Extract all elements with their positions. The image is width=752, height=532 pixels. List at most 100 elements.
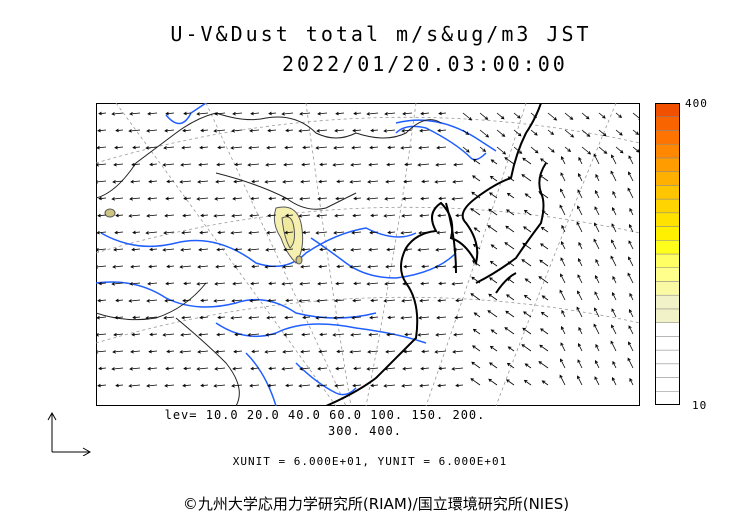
wind-arrow	[145, 316, 158, 320]
wind-arrow	[351, 145, 362, 150]
colorbar-segment	[655, 103, 680, 117]
wind-arrow	[523, 226, 532, 233]
wind-arrow	[333, 145, 345, 150]
wind-arrow	[197, 264, 209, 269]
wind-arrow	[351, 230, 362, 235]
wind-arrow	[299, 196, 311, 201]
wind-arrow	[98, 196, 107, 201]
wind-arrow	[165, 111, 175, 116]
wind-arrow	[180, 162, 192, 167]
wind-arrow	[317, 196, 328, 201]
wind-arrow	[402, 111, 413, 116]
wind-arrow	[213, 299, 226, 303]
wind-arrow	[268, 111, 277, 116]
wind-arrow	[264, 180, 277, 184]
map-frame	[96, 103, 640, 406]
wind-arrow	[470, 293, 481, 301]
wind-arrow	[234, 332, 243, 337]
wind-arrow	[593, 323, 600, 335]
wind-arrow	[180, 247, 192, 252]
wind-arrow	[179, 350, 192, 354]
wind-arrow	[216, 332, 226, 337]
wind-arrow	[97, 213, 107, 218]
wind-arrow	[247, 333, 260, 337]
wind-arrow	[299, 111, 311, 116]
wind-arrow	[96, 265, 107, 269]
wind-arrow	[230, 316, 243, 320]
colorbar-segment	[655, 226, 680, 241]
colorbar-min-label: 10	[692, 399, 708, 412]
wind-arrow	[628, 171, 634, 182]
wind-arrow	[576, 306, 583, 318]
wind-arrow	[384, 366, 396, 371]
colorbar-segment	[655, 130, 680, 145]
wind-arrow	[434, 180, 447, 184]
wind-arrow	[234, 247, 243, 252]
wind-arrow	[333, 230, 345, 235]
wind-arrow	[214, 196, 226, 201]
wind-arrow	[282, 349, 294, 354]
wind-arrow	[577, 205, 583, 216]
wind-arrow	[437, 128, 447, 133]
wind-arrow	[319, 247, 328, 252]
wind-arrow	[419, 213, 430, 218]
wind-arrow	[351, 315, 362, 320]
colorbar-segment	[655, 377, 680, 392]
wind-arrow	[559, 204, 566, 216]
wind-arrow	[301, 247, 311, 252]
wind-arrow	[302, 230, 311, 235]
wind-arrow	[367, 264, 379, 269]
wind-arrow	[281, 367, 294, 371]
wind-arrow	[578, 241, 583, 250]
wind-arrow	[370, 383, 379, 388]
wind-arrow	[181, 145, 192, 150]
wind-arrow	[96, 350, 107, 354]
wind-arrow	[538, 361, 549, 369]
colorbar-segment	[655, 143, 680, 159]
wind-arrow	[417, 163, 430, 167]
wind-arrow	[470, 208, 481, 216]
wind-arrow	[366, 282, 379, 286]
wind-arrow	[471, 276, 481, 284]
wind-arrow	[560, 156, 566, 165]
wind-arrow	[385, 264, 396, 269]
wind-arrow	[628, 309, 634, 318]
wind-arrow	[113, 247, 124, 252]
wind-arrow	[404, 162, 413, 167]
wind-arrow	[281, 197, 294, 201]
wind-arrow	[180, 332, 192, 337]
wind-arrow	[166, 349, 175, 354]
colorbar-max-label: 400	[685, 97, 708, 110]
wind-arrow	[386, 162, 396, 167]
wind-arrow	[183, 281, 192, 286]
wind-arrow	[266, 230, 277, 235]
wind-arrow	[115, 213, 124, 218]
wind-arrow	[316, 213, 328, 218]
wind-arrow	[369, 315, 379, 320]
colorbar-segment	[655, 240, 680, 255]
wind-arrow	[540, 226, 549, 233]
wind-arrow	[230, 231, 243, 235]
wind-arrow	[217, 145, 226, 150]
wind-arrow	[455, 213, 464, 218]
colorbar-segment	[655, 363, 680, 378]
wind-arrow	[488, 208, 498, 216]
wind-arrow	[264, 265, 277, 269]
wind-arrow	[490, 159, 498, 165]
wind-arrow	[147, 111, 158, 116]
wind-arrow	[213, 129, 226, 133]
wind-arrow	[111, 367, 124, 371]
wind-arrow	[231, 213, 243, 218]
wind-arrow	[488, 293, 498, 301]
wind-arrow	[196, 367, 209, 371]
wind-arrow	[506, 294, 515, 301]
wind-arrow	[453, 247, 464, 252]
wind-arrow	[611, 324, 617, 335]
vector-unit-label: XUNIT = 6.000E+01, YUNIT = 6.000E+01	[232, 455, 508, 468]
wind-arrow	[148, 264, 158, 269]
wind-arrow	[479, 146, 487, 153]
wind-arrow	[521, 174, 532, 182]
wind-arrow	[111, 112, 124, 116]
wind-arrow	[417, 248, 430, 252]
wind-arrow	[334, 383, 345, 388]
